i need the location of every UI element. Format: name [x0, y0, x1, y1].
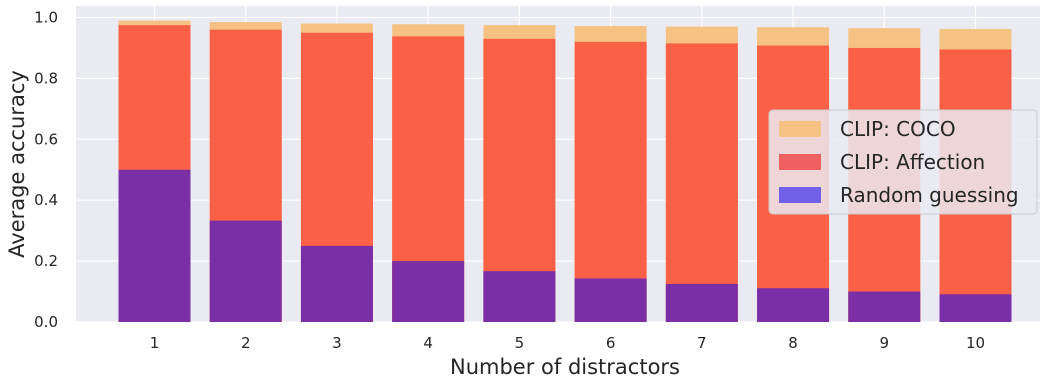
legend-box — [768, 109, 1038, 215]
legend: CLIP: COCO CLIP: Affection Random guessing — [768, 109, 1038, 215]
x-tick-label: 4 — [423, 334, 433, 352]
x-tick-label: 2 — [241, 334, 251, 352]
bar-random-guessing — [939, 294, 1012, 322]
legend-label: CLIP: Affection — [840, 150, 985, 174]
legend-swatch — [779, 187, 821, 203]
legend-label: Random guessing — [840, 183, 1019, 207]
bar-random-guessing — [848, 291, 921, 322]
x-tick-label: 5 — [515, 334, 525, 352]
bar-random-guessing — [757, 288, 830, 322]
y-tick-label: 0.8 — [34, 69, 58, 87]
bar-clip-affection — [574, 41, 647, 323]
x-tick-label: 9 — [880, 334, 890, 352]
bar-random-guessing — [574, 278, 647, 322]
legend-swatch — [779, 121, 821, 137]
bar-random-guessing — [118, 169, 191, 322]
y-axis-label: Average accuracy — [5, 70, 29, 258]
x-tick-label: 6 — [606, 334, 616, 352]
x-tick-label: 3 — [332, 334, 342, 352]
bar-random-guessing — [392, 261, 465, 322]
y-tick-label: 0.6 — [34, 130, 58, 148]
x-tick-label: 7 — [697, 334, 707, 352]
legend-label: CLIP: COCO — [840, 117, 956, 141]
y-tick-label: 1.0 — [34, 9, 58, 27]
bar-random-guessing — [483, 271, 556, 322]
legend-swatch — [779, 154, 821, 170]
x-tick-label: 1 — [150, 334, 160, 352]
y-tick-labels: 0.0 0.2 0.4 0.6 0.8 1.0 — [34, 9, 58, 332]
x-tick-label: 10 — [966, 334, 985, 352]
x-tick-labels: 1 2 3 4 5 6 7 8 9 10 — [150, 334, 985, 352]
y-tick-label: 0.2 — [34, 252, 58, 270]
x-tick-label: 8 — [788, 334, 798, 352]
bar-random-guessing — [300, 245, 373, 322]
y-tick-label: 0.0 — [34, 313, 58, 331]
y-tick-label: 0.4 — [34, 191, 58, 209]
bar-clip-affection — [665, 43, 738, 322]
bar-random-guessing — [665, 283, 738, 322]
bar-random-guessing — [209, 220, 282, 322]
x-axis-label: Number of distractors — [450, 355, 680, 379]
